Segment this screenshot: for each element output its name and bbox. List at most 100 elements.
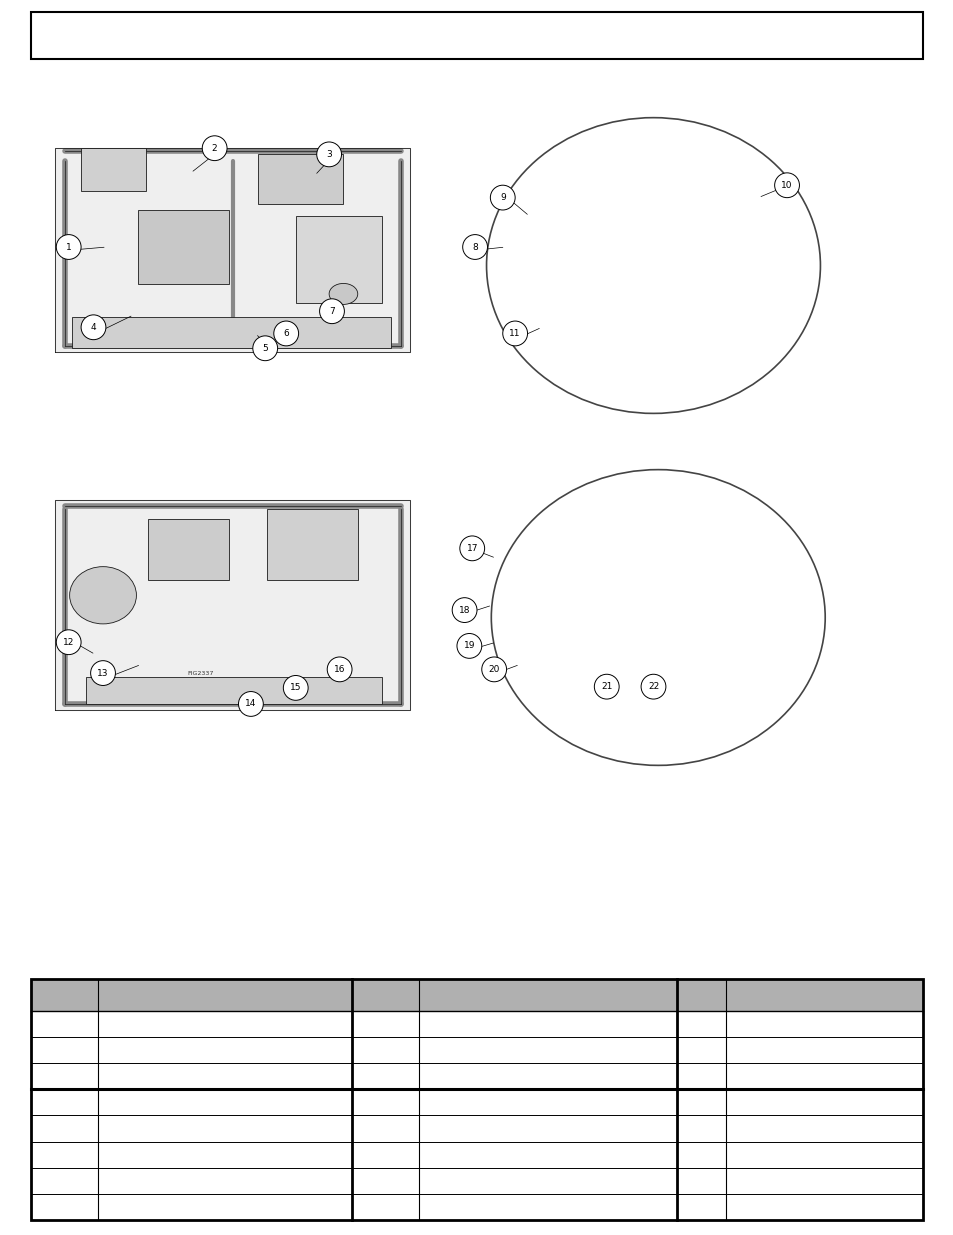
Bar xyxy=(677,1063,726,1089)
Text: 19: 19 xyxy=(463,641,475,651)
Bar xyxy=(352,1194,418,1220)
Ellipse shape xyxy=(316,142,341,167)
Text: 1: 1 xyxy=(66,242,71,252)
Bar xyxy=(726,1115,922,1141)
Text: 12: 12 xyxy=(63,637,74,647)
Bar xyxy=(352,1037,418,1063)
Bar xyxy=(31,1115,98,1141)
Bar xyxy=(726,1010,922,1037)
Bar xyxy=(98,979,352,1010)
Bar xyxy=(86,677,381,704)
Bar xyxy=(726,1194,922,1220)
Bar xyxy=(352,979,418,1010)
Bar xyxy=(418,1037,677,1063)
Ellipse shape xyxy=(774,173,799,198)
Bar xyxy=(418,1194,677,1220)
Ellipse shape xyxy=(456,634,481,658)
Text: 13: 13 xyxy=(97,668,109,678)
Ellipse shape xyxy=(56,235,81,259)
Bar xyxy=(31,1063,98,1089)
Bar xyxy=(31,1194,98,1220)
Bar xyxy=(257,154,343,204)
Bar xyxy=(418,1115,677,1141)
Ellipse shape xyxy=(81,315,106,340)
Bar xyxy=(677,1115,726,1141)
Text: 2: 2 xyxy=(212,143,217,153)
Text: 15: 15 xyxy=(290,683,301,693)
Text: 3: 3 xyxy=(326,149,332,159)
Bar xyxy=(31,1141,98,1168)
Ellipse shape xyxy=(202,136,227,161)
Bar xyxy=(352,1089,418,1115)
Bar xyxy=(418,1063,677,1089)
Bar xyxy=(726,1063,922,1089)
Bar xyxy=(677,1194,726,1220)
Ellipse shape xyxy=(327,657,352,682)
Bar xyxy=(726,1089,922,1115)
Bar xyxy=(98,1010,352,1037)
Polygon shape xyxy=(55,148,410,352)
Bar xyxy=(352,1168,418,1194)
Bar xyxy=(98,1141,352,1168)
Text: 17: 17 xyxy=(466,543,477,553)
Bar xyxy=(726,1141,922,1168)
Ellipse shape xyxy=(238,692,263,716)
Ellipse shape xyxy=(91,661,115,685)
Ellipse shape xyxy=(481,657,506,682)
Bar xyxy=(31,1037,98,1063)
Ellipse shape xyxy=(459,536,484,561)
Text: 22: 22 xyxy=(647,682,659,692)
Ellipse shape xyxy=(283,676,308,700)
Bar xyxy=(677,979,726,1010)
Bar xyxy=(71,317,391,348)
Ellipse shape xyxy=(491,469,824,766)
Bar xyxy=(677,1010,726,1037)
Text: 16: 16 xyxy=(334,664,345,674)
Bar xyxy=(352,1010,418,1037)
Bar xyxy=(138,210,229,284)
Bar xyxy=(98,1089,352,1115)
Bar xyxy=(267,509,357,580)
Text: 4: 4 xyxy=(91,322,96,332)
Bar xyxy=(98,1194,352,1220)
Ellipse shape xyxy=(452,598,476,622)
Text: 10: 10 xyxy=(781,180,792,190)
Bar xyxy=(31,979,98,1010)
Text: 11: 11 xyxy=(509,329,520,338)
Ellipse shape xyxy=(56,630,81,655)
Bar xyxy=(677,1141,726,1168)
Bar xyxy=(418,1010,677,1037)
Bar xyxy=(418,1089,677,1115)
Polygon shape xyxy=(55,500,410,710)
Bar xyxy=(98,1168,352,1194)
Bar xyxy=(677,1089,726,1115)
Text: 9: 9 xyxy=(499,193,505,203)
Bar xyxy=(726,1168,922,1194)
Bar xyxy=(31,1010,98,1037)
Bar xyxy=(31,979,922,1220)
Bar xyxy=(81,148,146,191)
Bar xyxy=(352,1063,418,1089)
Bar xyxy=(352,1141,418,1168)
Bar xyxy=(726,1037,922,1063)
Bar xyxy=(98,1115,352,1141)
Bar xyxy=(418,979,677,1010)
Bar xyxy=(418,1168,677,1194)
Ellipse shape xyxy=(486,117,820,414)
Text: 7: 7 xyxy=(329,306,335,316)
Bar xyxy=(31,12,922,59)
Ellipse shape xyxy=(462,235,487,259)
Text: 5: 5 xyxy=(262,343,268,353)
Text: FIG2337: FIG2337 xyxy=(187,671,213,676)
Bar xyxy=(418,1141,677,1168)
Text: 20: 20 xyxy=(488,664,499,674)
Bar xyxy=(352,1115,418,1141)
Text: 8: 8 xyxy=(472,242,477,252)
Bar xyxy=(31,1089,98,1115)
Ellipse shape xyxy=(502,321,527,346)
Ellipse shape xyxy=(640,674,665,699)
Text: 14: 14 xyxy=(245,699,256,709)
Text: 21: 21 xyxy=(600,682,612,692)
Bar xyxy=(677,1037,726,1063)
Bar xyxy=(98,1037,352,1063)
